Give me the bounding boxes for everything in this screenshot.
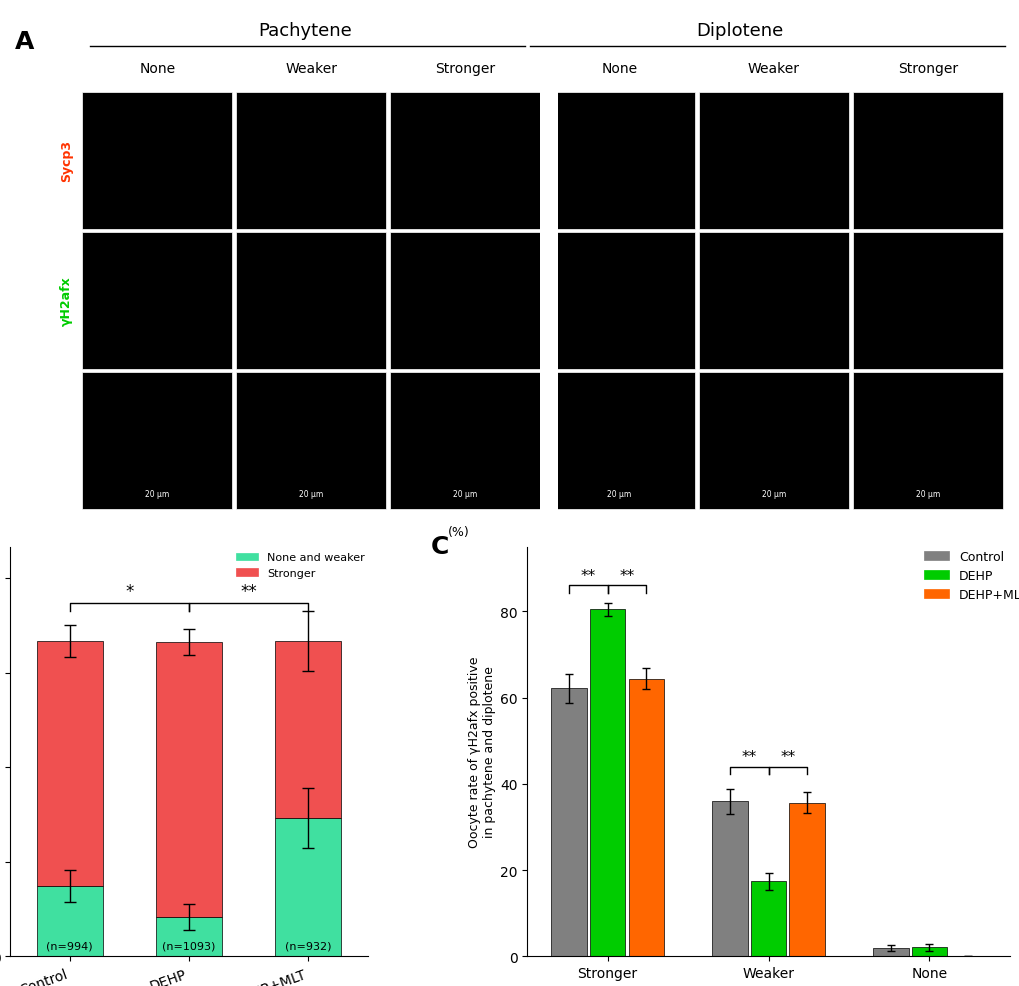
- Bar: [236, 373, 386, 510]
- Bar: [83, 93, 232, 230]
- Text: Weaker: Weaker: [747, 61, 799, 76]
- Text: Diplotene: Diplotene: [696, 22, 783, 40]
- Text: A: A: [15, 30, 35, 53]
- Bar: [750, 881, 786, 956]
- Text: Sycp3: Sycp3: [60, 140, 73, 182]
- Bar: [544, 93, 694, 230]
- Bar: [852, 93, 1002, 230]
- Bar: [275, 642, 340, 818]
- Bar: [628, 679, 663, 956]
- Y-axis label: Oocyte rate of γH2afx positive
in pachytene and diplotene: Oocyte rate of γH2afx positive in pachyt…: [468, 656, 495, 847]
- Text: Weaker: Weaker: [285, 61, 337, 76]
- Text: *: *: [125, 583, 133, 600]
- Bar: [390, 93, 540, 230]
- Text: Stronger: Stronger: [435, 61, 495, 76]
- Bar: [275, 818, 340, 956]
- Text: None: None: [601, 61, 637, 76]
- Text: 20 μm: 20 μm: [452, 490, 477, 499]
- Bar: [589, 609, 625, 956]
- Bar: [698, 373, 848, 510]
- Bar: [551, 688, 586, 956]
- Bar: [540, 91, 558, 511]
- Bar: [872, 948, 908, 956]
- Bar: [37, 885, 103, 956]
- Bar: [544, 373, 694, 510]
- Bar: [852, 233, 1002, 370]
- Bar: [911, 948, 947, 956]
- Bar: [390, 233, 540, 370]
- Text: 20 μm: 20 μm: [145, 490, 169, 499]
- Text: 20 μm: 20 μm: [761, 490, 785, 499]
- Bar: [544, 233, 694, 370]
- Bar: [852, 373, 1002, 510]
- Bar: [698, 233, 848, 370]
- Bar: [156, 643, 221, 917]
- Bar: [236, 93, 386, 230]
- Text: Stronger: Stronger: [897, 61, 957, 76]
- Text: None: None: [139, 61, 175, 76]
- Bar: [390, 373, 540, 510]
- Bar: [156, 917, 221, 956]
- Bar: [236, 233, 386, 370]
- Text: Pachytene: Pachytene: [258, 22, 352, 40]
- Text: **: **: [741, 749, 756, 765]
- Bar: [83, 373, 232, 510]
- Text: (%): (%): [447, 526, 469, 538]
- Legend: Control, DEHP, DEHP+MLT: Control, DEHP, DEHP+MLT: [918, 545, 1019, 606]
- Text: C: C: [430, 534, 448, 559]
- Text: Merge: Merge: [60, 421, 73, 460]
- Bar: [789, 803, 824, 956]
- Text: **: **: [619, 569, 634, 584]
- Bar: [698, 93, 848, 230]
- Text: 20 μm: 20 μm: [915, 490, 938, 499]
- Text: 20 μm: 20 μm: [607, 490, 631, 499]
- Legend: None and weaker, Stronger: None and weaker, Stronger: [231, 548, 369, 583]
- Text: (n=932): (n=932): [284, 940, 331, 951]
- Text: **: **: [780, 749, 795, 765]
- Bar: [83, 233, 232, 370]
- Text: (n=994): (n=994): [47, 940, 93, 951]
- Text: γH2afx: γH2afx: [60, 276, 73, 325]
- Bar: [37, 642, 103, 885]
- Text: (n=1093): (n=1093): [162, 940, 215, 951]
- Text: 20 μm: 20 μm: [299, 490, 323, 499]
- Text: **: **: [580, 569, 595, 584]
- Text: **: **: [239, 583, 257, 600]
- Bar: [711, 802, 747, 956]
